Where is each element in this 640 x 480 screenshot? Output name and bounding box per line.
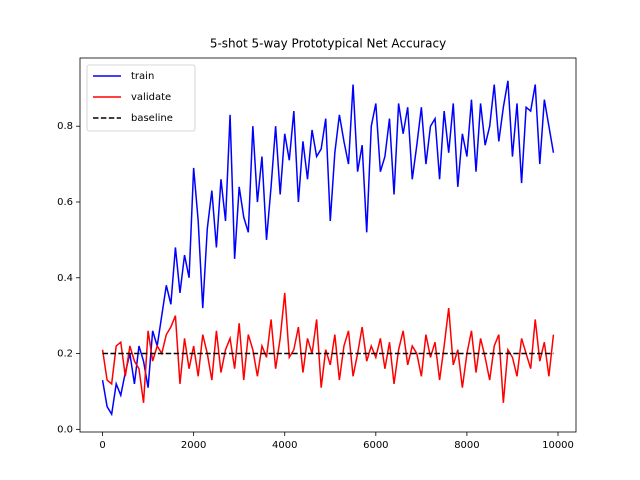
- y-tick-label: 0.6: [57, 197, 73, 208]
- x-tick-label: 10000: [542, 440, 574, 451]
- chart-title: 5-shot 5-way Prototypical Net Accuracy: [210, 37, 446, 51]
- x-tick-label: 0: [99, 440, 105, 451]
- legend-box: [86, 64, 196, 132]
- x-tick-label: 2000: [181, 440, 206, 451]
- legend-label: train: [131, 71, 154, 82]
- y-tick-label: 0.8: [57, 121, 73, 132]
- y-tick-label: 0.4: [57, 273, 73, 284]
- axes-frame: [79, 57, 577, 433]
- series-line: [101, 80, 555, 417]
- x-tick-label: 6000: [363, 440, 388, 451]
- x-tick-label: 4000: [272, 440, 297, 451]
- series-line: [101, 292, 555, 403]
- legend-label: validate: [131, 92, 171, 103]
- y-tick-label: 0.2: [57, 349, 73, 360]
- y-tick-label: 0.0: [57, 424, 73, 435]
- x-tick-label: 8000: [454, 440, 479, 451]
- legend-label: baseline: [131, 113, 173, 124]
